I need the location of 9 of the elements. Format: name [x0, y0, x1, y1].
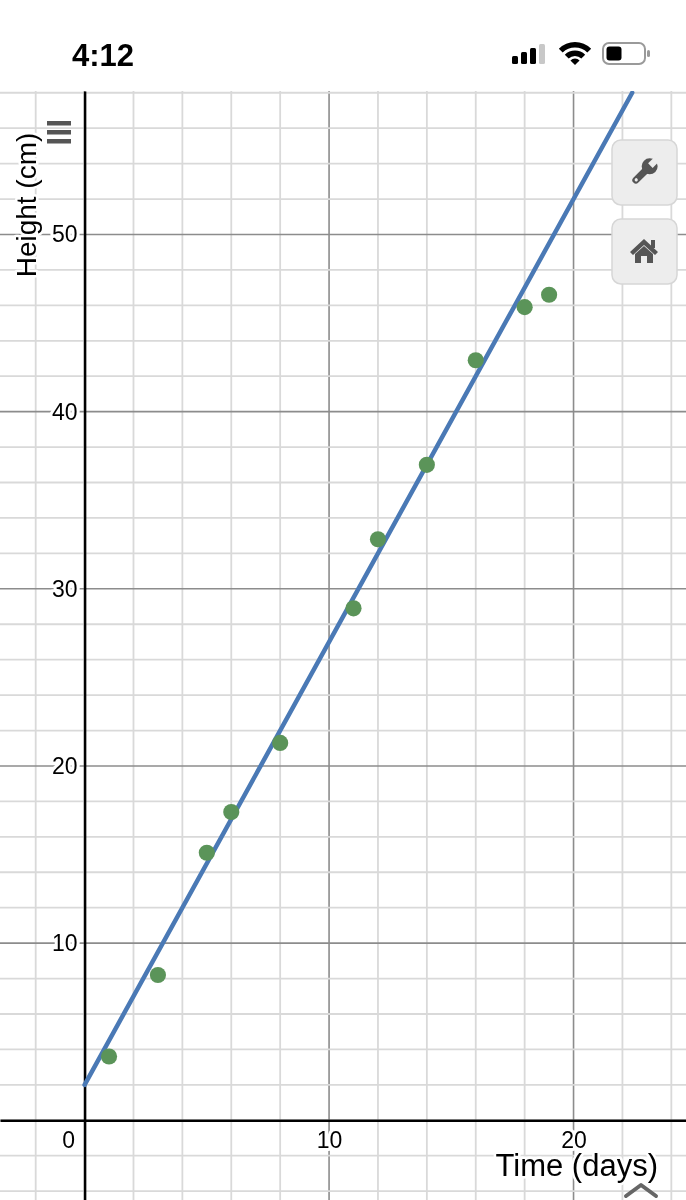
y-tick-label: 20 [51, 752, 78, 779]
y-tick-label: 50 [51, 221, 78, 248]
x-tick-label: 10 [316, 1126, 343, 1153]
y-tick-label: 30 [51, 575, 78, 602]
x-tick-label: 0 [62, 1126, 76, 1153]
y-axis-title: Height (cm) [11, 132, 42, 278]
y-tick-label: 10 [51, 929, 78, 956]
y-tick-label: 40 [51, 398, 78, 425]
text: 4:12 [72, 38, 135, 73]
